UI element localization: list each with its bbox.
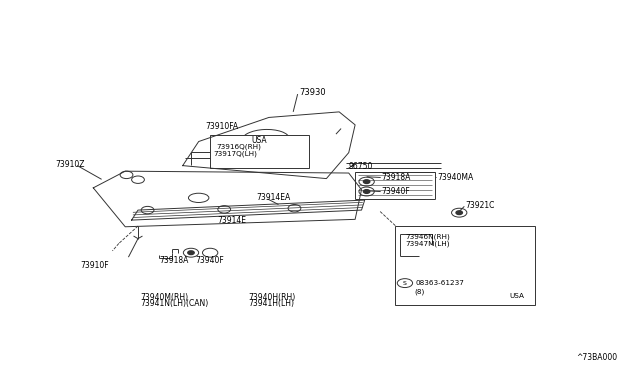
Text: 73917Q(LH): 73917Q(LH): [213, 151, 257, 157]
Text: USA: USA: [252, 135, 268, 145]
Bar: [210, 135, 309, 168]
Bar: [396, 226, 534, 305]
Text: USA: USA: [509, 293, 524, 299]
Text: 73941N(LH)(CAN): 73941N(LH)(CAN): [140, 299, 208, 308]
Circle shape: [409, 242, 414, 245]
Text: 73947M(LH): 73947M(LH): [405, 241, 449, 247]
Text: 73918A: 73918A: [381, 173, 411, 182]
Text: S: S: [403, 280, 407, 286]
Circle shape: [364, 180, 370, 183]
Text: 73914E: 73914E: [218, 216, 247, 225]
Text: (8): (8): [415, 288, 425, 295]
Text: 73940MA: 73940MA: [438, 173, 474, 182]
Text: 96750: 96750: [349, 162, 373, 171]
Text: 73910Z: 73910Z: [55, 160, 84, 169]
Text: 08363-61237: 08363-61237: [416, 280, 465, 286]
Text: 73941H(LH): 73941H(LH): [248, 299, 294, 308]
Text: ^73BA000: ^73BA000: [576, 353, 617, 362]
Circle shape: [456, 211, 463, 215]
Circle shape: [364, 190, 370, 193]
Text: 73940M(RH): 73940M(RH): [140, 293, 188, 302]
Text: 73914EA: 73914EA: [256, 193, 291, 202]
Text: 73910F: 73910F: [81, 261, 109, 270]
Text: 73921C: 73921C: [466, 201, 495, 210]
Circle shape: [188, 251, 194, 254]
Text: 73940F: 73940F: [195, 256, 224, 265]
Text: 73946N(RH): 73946N(RH): [405, 234, 450, 240]
Text: 73916Q(RH): 73916Q(RH): [216, 144, 261, 150]
Text: 73918A: 73918A: [159, 256, 188, 265]
Text: 73940H(RH): 73940H(RH): [248, 293, 296, 302]
Text: 73930: 73930: [300, 88, 326, 97]
Text: 73940F: 73940F: [381, 187, 410, 196]
Text: 73910FA: 73910FA: [205, 122, 238, 131]
